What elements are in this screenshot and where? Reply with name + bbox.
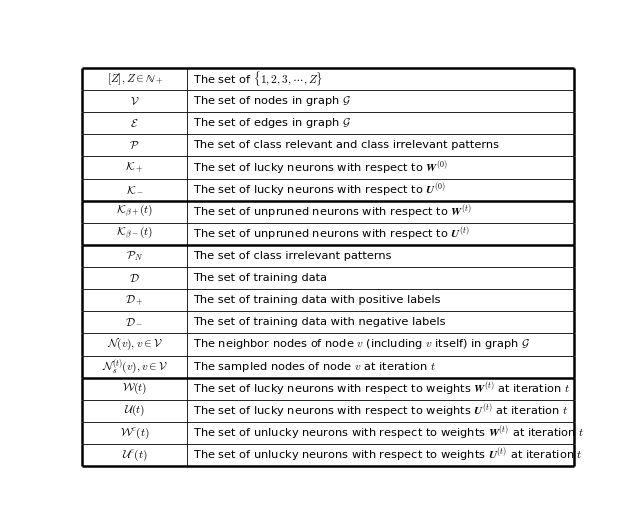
- Text: $\mathcal{W}^c(t)$: $\mathcal{W}^c(t)$: [120, 425, 150, 441]
- Text: $\mathcal{D}$: $\mathcal{D}$: [129, 272, 140, 284]
- Text: The set of training data with positive labels: The set of training data with positive l…: [193, 295, 440, 305]
- Text: The set of unlucky neurons with respect to weights $\boldsymbol{W}^{(t)}$ at ite: The set of unlucky neurons with respect …: [193, 424, 584, 442]
- Text: $\mathcal{K}_+$: $\mathcal{K}_+$: [125, 160, 144, 175]
- Text: $\mathcal{N}(v), v \in \mathcal{V}$: $\mathcal{N}(v), v \in \mathcal{V}$: [107, 337, 163, 352]
- Text: The set of class relevant and class irrelevant patterns: The set of class relevant and class irre…: [193, 140, 499, 150]
- Text: The set of lucky neurons with respect to weights $\boldsymbol{W}^{(t)}$ at itera: The set of lucky neurons with respect to…: [193, 380, 570, 398]
- Text: $\mathcal{W}(t)$: $\mathcal{W}(t)$: [122, 381, 147, 397]
- Text: The set of edges in graph $\mathcal{G}$: The set of edges in graph $\mathcal{G}$: [193, 116, 351, 130]
- Text: $\mathcal{K}_{\beta+}(t)$: $\mathcal{K}_{\beta+}(t)$: [116, 203, 153, 220]
- Text: The set of lucky neurons with respect to $\boldsymbol{U}^{(0)}$: The set of lucky neurons with respect to…: [193, 180, 445, 199]
- Text: The set of $\{1, 2, 3, \cdots, Z\}$: The set of $\{1, 2, 3, \cdots, Z\}$: [193, 69, 323, 88]
- Text: The set of unpruned neurons with respect to $\boldsymbol{W}^{(t)}$: The set of unpruned neurons with respect…: [193, 203, 471, 221]
- Text: $\mathcal{V}$: $\mathcal{V}$: [130, 96, 140, 107]
- Text: The set of unpruned neurons with respect to $\boldsymbol{U}^{(t)}$: The set of unpruned neurons with respect…: [193, 225, 469, 243]
- Text: The set of unlucky neurons with respect to weights $\boldsymbol{U}^{(t)}$ at ite: The set of unlucky neurons with respect …: [193, 446, 582, 464]
- Text: $\mathcal{K}_{\beta-}(t)$: $\mathcal{K}_{\beta-}(t)$: [116, 225, 153, 242]
- Text: $\mathcal{K}_-$: $\mathcal{K}_-$: [125, 185, 143, 195]
- Text: $\mathcal{E}$: $\mathcal{E}$: [131, 117, 139, 129]
- Text: $\mathcal{P}_N$: $\mathcal{P}_N$: [126, 249, 143, 263]
- Text: $\mathcal{U}(t)$: $\mathcal{U}(t)$: [124, 403, 145, 419]
- Text: $\mathcal{P}$: $\mathcal{P}$: [129, 140, 140, 151]
- Text: The set of class irrelevant patterns: The set of class irrelevant patterns: [193, 251, 391, 261]
- Text: The set of nodes in graph $\mathcal{G}$: The set of nodes in graph $\mathcal{G}$: [193, 94, 351, 108]
- Text: $\mathcal{U}^c(t)$: $\mathcal{U}^c(t)$: [122, 448, 147, 463]
- Text: $[Z], Z \in \mathbb{N}_+$: $[Z], Z \in \mathbb{N}_+$: [106, 72, 163, 87]
- Text: The set of training data with negative labels: The set of training data with negative l…: [193, 317, 445, 327]
- Text: $\mathcal{D}_-$: $\mathcal{D}_-$: [125, 317, 143, 327]
- Text: The sampled nodes of node $v$ at iteration $t$: The sampled nodes of node $v$ at iterati…: [193, 360, 436, 373]
- Text: The set of lucky neurons with respect to $\boldsymbol{W}^{(0)}$: The set of lucky neurons with respect to…: [193, 158, 447, 177]
- Text: $\mathcal{N}_s^{(t)}(v), v \in \mathcal{V}$: $\mathcal{N}_s^{(t)}(v), v \in \mathcal{…: [102, 357, 168, 376]
- Text: The set of training data: The set of training data: [193, 273, 326, 283]
- Text: $\mathcal{D}_+$: $\mathcal{D}_+$: [125, 294, 144, 307]
- Text: The set of lucky neurons with respect to weights $\boldsymbol{U}^{(t)}$ at itera: The set of lucky neurons with respect to…: [193, 402, 568, 420]
- Text: The neighbor nodes of node $v$ (including $v$ itself) in graph $\mathcal{G}$: The neighbor nodes of node $v$ (includin…: [193, 338, 530, 351]
